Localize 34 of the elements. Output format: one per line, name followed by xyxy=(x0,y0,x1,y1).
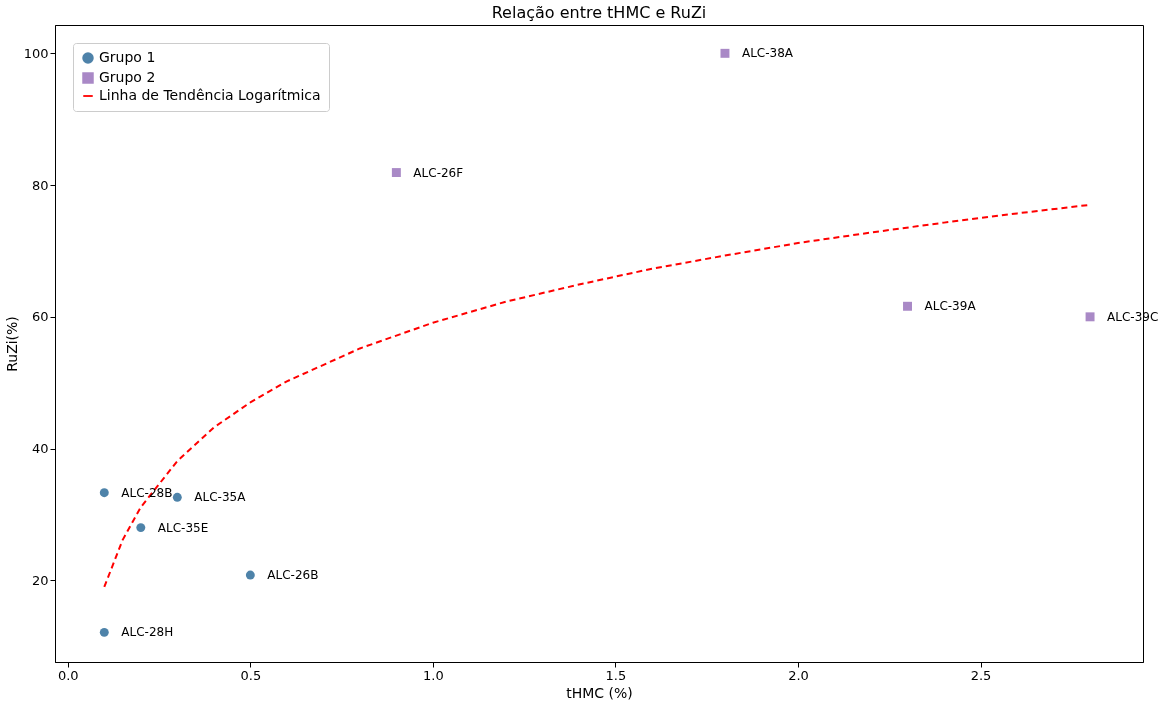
legend-label: Grupo 1 xyxy=(99,49,156,65)
x-tick-label: 2.0 xyxy=(788,667,809,683)
point xyxy=(720,48,730,58)
x-axis-title: tHMC (%) xyxy=(566,684,633,701)
chart-title: Relação entre tHMC e RuZi xyxy=(491,3,707,22)
annotation: ALC-35E xyxy=(157,520,209,535)
y-tick-label: 80 xyxy=(31,177,49,193)
point xyxy=(391,168,401,178)
annotation: ALC-38A xyxy=(741,46,794,61)
annotation: ALC-39A xyxy=(924,299,977,314)
annotation: ALC-26F xyxy=(413,165,464,180)
point xyxy=(99,627,109,637)
annotation: ALC-35A xyxy=(194,490,247,505)
legend-label: Linha de Tendência Logarítmica xyxy=(99,87,321,103)
point xyxy=(903,301,912,311)
point xyxy=(136,523,146,533)
x-tick-label: 0.0 xyxy=(57,667,79,683)
y-tick-label: 60 xyxy=(31,309,49,325)
x-tick-label: 1.0 xyxy=(423,667,444,683)
point xyxy=(1085,312,1095,322)
y-tick-label: 100 xyxy=(23,45,49,61)
annotation: ALC-28B xyxy=(121,485,173,500)
x-tick-label: 1.5 xyxy=(605,667,627,683)
x-tick-label: 0.5 xyxy=(240,667,262,683)
annotation: ALC-28H xyxy=(121,625,174,640)
point xyxy=(245,570,255,580)
annotation: ALC-26B xyxy=(267,568,319,583)
y-tick-label: 20 xyxy=(31,572,49,588)
point xyxy=(99,488,109,498)
x-tick-label: 2.5 xyxy=(970,667,992,683)
y-axis-title: RuZi(%) xyxy=(3,316,20,372)
y-tick-label: 40 xyxy=(31,441,49,457)
point xyxy=(172,492,182,502)
legend-label: Grupo 2 xyxy=(99,69,156,85)
